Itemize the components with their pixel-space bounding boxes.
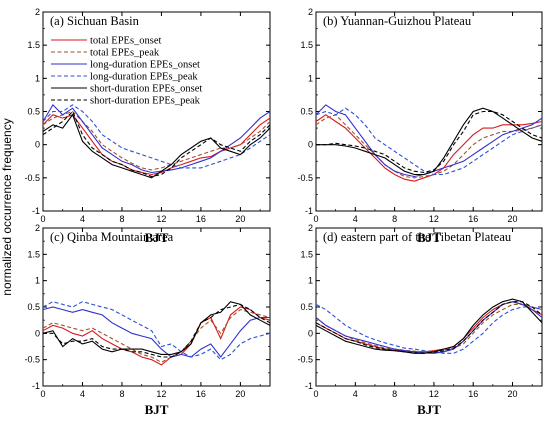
legend-label-1: total EPEs_onset — [90, 36, 162, 47]
y-tick-label: 0.5 — [27, 107, 40, 117]
x-tick-label: 8 — [119, 214, 124, 224]
series-line-1 — [42, 306, 271, 366]
series-line-6 — [315, 301, 543, 354]
x-axis-label: BJT — [417, 230, 441, 245]
chart-panel-4: -1-0.500.511.520 4 8 12 16 20(d) eastern part… — [297, 223, 543, 417]
y-tick-label: 2 — [35, 7, 40, 17]
panel-title: (a) Sichuan Basin — [50, 14, 140, 28]
series-line-4 — [315, 303, 543, 354]
y-tick-label: 1 — [308, 73, 313, 83]
y-tick-label: 1 — [308, 276, 313, 286]
x-tick-label: 0 — [40, 214, 45, 224]
y-tick-label: 2 — [35, 223, 40, 233]
y-tick-label: 1.5 — [300, 249, 313, 259]
chart-panel-3: -1-0.500.511.520 4 8 12 16 20(c) Qinba Mounta… — [24, 223, 271, 417]
y-tick-label: 1 — [35, 73, 40, 83]
series-line-1 — [42, 114, 271, 176]
x-tick-label: 0 — [40, 389, 45, 399]
series-line-4 — [42, 301, 271, 361]
x-tick-label: 4 — [80, 214, 85, 224]
x-tick-label: 0 — [313, 214, 318, 224]
panel-title: (b) Yuannan-Guizhou Plateau — [323, 14, 472, 28]
x-tick-label: 20 — [508, 389, 518, 399]
y-axis-label: normalized occurrence frequency — [0, 118, 14, 295]
x-tick-label: 12 — [429, 389, 439, 399]
x-tick-label: 20 — [508, 214, 518, 224]
series-line-5 — [42, 113, 271, 179]
x-tick-label: 16 — [468, 214, 478, 224]
legend-label-2: total EPEs_peak — [90, 48, 160, 59]
series-line-3 — [42, 306, 270, 358]
x-tick-label: 12 — [156, 214, 166, 224]
series-line-6 — [316, 110, 543, 174]
series-line-2 — [42, 110, 271, 171]
legend-label-5: short-duration EPEs_onset — [90, 84, 202, 95]
y-tick-label: 0.5 — [300, 302, 313, 312]
series-line-3 — [315, 104, 543, 178]
series-line-2 — [315, 114, 543, 179]
y-tick-label: 0.5 — [300, 107, 313, 117]
x-tick-label: 4 — [353, 389, 358, 399]
series-line-2 — [42, 308, 271, 363]
series-line-1 — [315, 114, 543, 182]
x-tick-label: 0 — [313, 389, 318, 399]
y-tick-label: 1.5 — [27, 40, 40, 50]
y-tick-label: 1.5 — [300, 40, 313, 50]
y-tick-label: 2 — [308, 223, 313, 233]
y-tick-label: -1 — [32, 206, 40, 216]
x-axis-label: BJT — [145, 402, 169, 417]
y-tick-label: -0.5 — [24, 355, 40, 365]
y-tick-label: 0 — [35, 140, 40, 150]
x-tick-label: 16 — [468, 389, 478, 399]
x-tick-label: 16 — [196, 214, 206, 224]
legend-label-4: long-duration EPEs_peak — [90, 72, 198, 83]
y-tick-label: -1 — [32, 381, 40, 391]
x-axis-label: BJT — [417, 402, 441, 417]
y-tick-label: -0.5 — [24, 173, 40, 183]
legend-label-3: long-duration EPEs_onset — [90, 60, 200, 71]
series-line-5 — [316, 107, 543, 176]
y-tick-label: 0 — [308, 140, 313, 150]
y-tick-label: 0 — [35, 328, 40, 338]
y-tick-label: 1 — [35, 276, 40, 286]
x-axis-label: BJT — [145, 230, 169, 245]
series-line-3 — [42, 104, 271, 174]
x-tick-label: 8 — [119, 389, 124, 399]
series-line-6 — [42, 110, 271, 178]
y-tick-label: 0 — [308, 328, 313, 338]
x-tick-label: 16 — [196, 389, 206, 399]
x-tick-label: 8 — [392, 214, 397, 224]
x-tick-label: 4 — [353, 214, 358, 224]
x-tick-label: 4 — [80, 389, 85, 399]
panel-title: (d) eastern part of the Tibetan Plateau — [323, 230, 512, 244]
legend-label-6: short-duration EPEs_peak — [90, 96, 201, 107]
x-tick-label: 20 — [235, 389, 245, 399]
y-tick-label: 0.5 — [27, 302, 40, 312]
series-line-1 — [315, 301, 543, 353]
y-tick-label: -1 — [305, 206, 313, 216]
y-tick-label: -0.5 — [297, 355, 313, 365]
x-tick-label: 12 — [429, 214, 439, 224]
panel-title: (c) Qinba Mountain area — [50, 230, 174, 244]
series-line-6 — [43, 303, 271, 358]
x-tick-label: 20 — [235, 214, 245, 224]
chart-panel-1: -1-0.500.511.520 4 8 12 16 20(a) Sichuan Basi… — [24, 7, 271, 245]
series-line-4 — [42, 104, 271, 169]
plot-frame — [315, 11, 543, 212]
chart-panel-2: -1-0.500.511.520 4 8 12 16 20(b) Yuannan-Guiz… — [297, 7, 543, 245]
y-tick-label: -1 — [305, 381, 313, 391]
x-tick-label: 12 — [156, 389, 166, 399]
y-tick-label: -0.5 — [297, 173, 313, 183]
series-line-5 — [42, 301, 271, 355]
x-tick-label: 8 — [392, 389, 397, 399]
y-tick-label: 2 — [308, 7, 313, 17]
y-tick-label: 1.5 — [27, 249, 40, 259]
